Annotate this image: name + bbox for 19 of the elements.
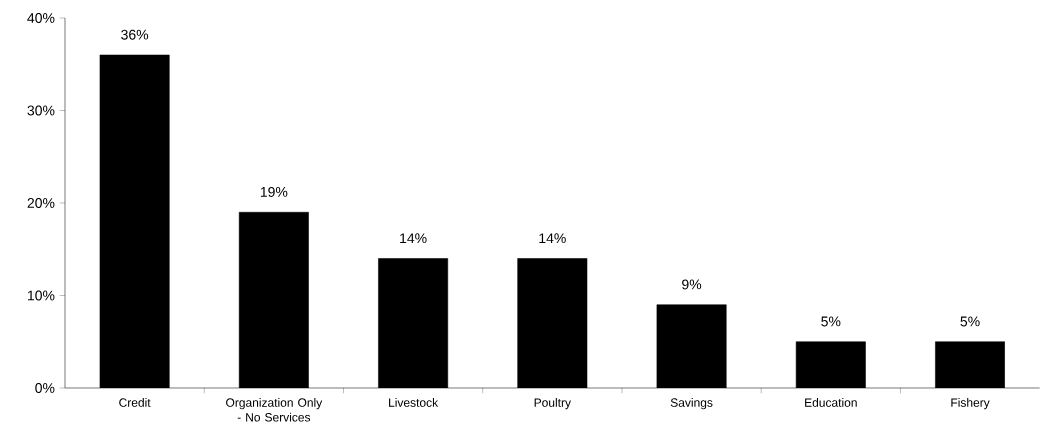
x-tick-label: Savings [670,398,713,410]
data-label: 36% [121,29,149,40]
y-tick-label: 20% [27,198,55,208]
y-tick-label: 30% [27,105,55,116]
x-tick-label: Poultry [534,398,571,410]
data-label: 19% [260,186,288,197]
x-tick-label: Organization Only - No Services [226,398,323,422]
y-tick-label: 10% [28,290,55,301]
x-tick-label: Credit [119,398,151,407]
data-label: 5% [960,316,980,327]
data-label: 14% [539,233,566,244]
data-label: 9% [682,279,702,290]
x-tick-label: Fishery [951,398,990,410]
data-label: 5% [821,316,841,327]
y-tick-label: 40% [27,13,55,23]
x-tick-label: Education [805,398,857,407]
data-label: 14% [400,233,427,244]
y-tick-label: 0% [35,383,55,393]
x-tick-label: Livestock [389,398,439,407]
